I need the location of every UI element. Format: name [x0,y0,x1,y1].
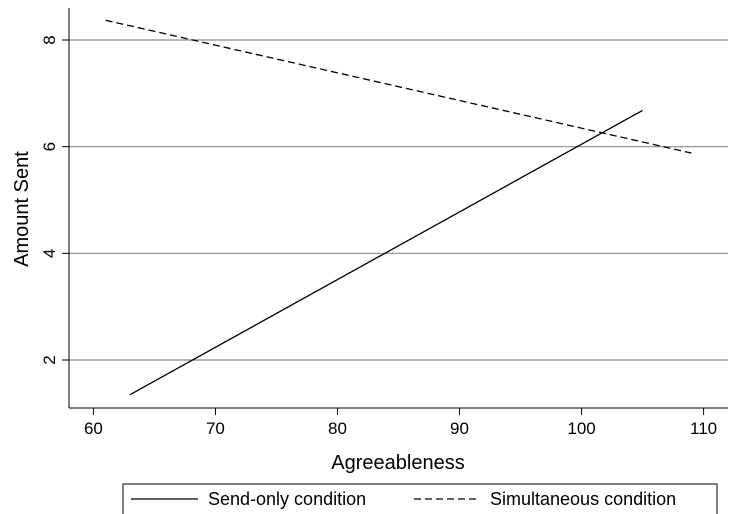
legend-label-send-only: Send-only condition [208,489,366,509]
legend: Send-only condition Simultaneous conditi… [122,483,718,514]
x-tick-label: 60 [84,419,103,438]
y-axis-ticks: 2 4 6 8 [40,35,69,365]
grid-lines [69,39,728,361]
y-axis-label: Amount Sent [11,151,33,267]
x-axis-label: Agreeableness [331,452,464,474]
series-lines [105,19,692,396]
legend-label-simultaneous: Simultaneous condition [490,489,676,509]
y-tick-label: 8 [40,35,59,44]
x-tick-label: 100 [567,419,595,438]
x-tick-label: 90 [450,419,469,438]
x-tick-label: 110 [690,419,717,438]
y-tick-label: 2 [40,355,59,364]
series-line-send-only [129,109,643,396]
legend-box [122,483,718,514]
x-tick-label: 70 [206,419,225,438]
y-tick-label: 6 [40,142,59,151]
x-axis-ticks: 60 70 80 90 100 110 [84,408,717,438]
series-line-simultaneous [105,19,692,154]
y-tick-label: 4 [40,249,59,258]
x-tick-label: 80 [328,419,347,438]
